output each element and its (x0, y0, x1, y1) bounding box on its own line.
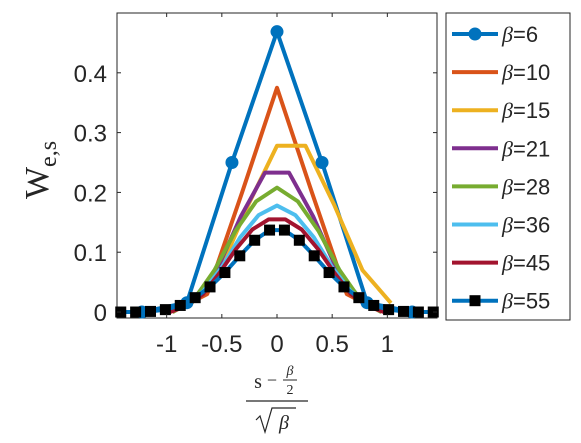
data-point-7 (145, 305, 157, 317)
x-tick-label: 1 (381, 331, 394, 358)
data-point-0 (225, 156, 239, 170)
data-point-7 (278, 224, 290, 236)
x-tick-label: -1 (156, 331, 177, 358)
data-point-7 (219, 267, 231, 279)
y-tick-label: 0.4 (74, 61, 107, 88)
data-point-7 (174, 299, 186, 311)
data-point-7 (368, 299, 380, 311)
y-axis-label-subscript: e,s (36, 141, 62, 167)
data-point-7 (397, 305, 409, 317)
data-point-0 (315, 156, 329, 170)
x-axis-label-s: s (254, 371, 262, 393)
legend-label-2: β=15 (501, 98, 550, 123)
data-point-7 (130, 306, 142, 318)
x-axis-label: s − β 2 β (246, 364, 308, 435)
y-tick-label: 0.1 (74, 240, 107, 267)
legend-label-0: β=6 (501, 22, 538, 47)
data-point-7 (204, 281, 216, 293)
data-point-7 (159, 304, 171, 316)
x-tick-label: 0 (270, 331, 283, 358)
data-point-7 (412, 306, 424, 318)
y-axis-label-main: W (19, 166, 56, 199)
y-tick-label: 0.2 (74, 180, 107, 207)
data-point-7 (264, 224, 276, 236)
legend: β=6 β=10 β=15 β=21 β=28 β=36 β=45 β=55 (445, 12, 571, 321)
legend-label-1: β=10 (501, 60, 550, 85)
legend-label-5: β=36 (501, 213, 550, 238)
series-layer (115, 25, 439, 319)
legend-box (445, 12, 571, 321)
y-tick-label: 0 (94, 300, 107, 327)
legend-label-7: β=55 (501, 289, 550, 314)
x-axis-label-sqrt (255, 407, 296, 435)
legend-label-6: β=45 (501, 251, 550, 276)
ticks-layer: -1 -0.5 0 0.5 1 0 0.1 0.2 0.3 0.4 (74, 13, 437, 358)
y-tick-label: 0.3 (74, 121, 107, 148)
legend-marker-0 (468, 27, 482, 41)
data-point-7 (293, 234, 305, 246)
legend-label-4: β=28 (501, 174, 550, 199)
data-point-7 (189, 292, 201, 304)
series-line-7 (120, 228, 434, 315)
legend-label-3: β=21 (501, 136, 550, 161)
legend-marker-7 (469, 295, 481, 307)
x-axis-label-frac-den: 2 (287, 383, 294, 398)
x-axis-label-frac-num: β (286, 364, 294, 379)
data-point-7 (353, 292, 365, 304)
data-point-7 (249, 234, 261, 246)
data-point-0 (270, 25, 284, 39)
data-point-7 (234, 250, 246, 262)
data-point-7 (308, 250, 320, 262)
x-tick-label: 0.5 (315, 331, 348, 358)
x-tick-label: -0.5 (201, 331, 242, 358)
series-line-1 (171, 85, 383, 314)
x-axis-label-minus: − (267, 370, 277, 390)
series-line-4 (171, 185, 383, 314)
data-point-7 (338, 281, 350, 293)
x-axis-label-denominator: β (278, 412, 289, 434)
data-point-7 (383, 304, 395, 316)
y-axis-label: We,s (19, 141, 62, 199)
data-point-7 (323, 267, 335, 279)
